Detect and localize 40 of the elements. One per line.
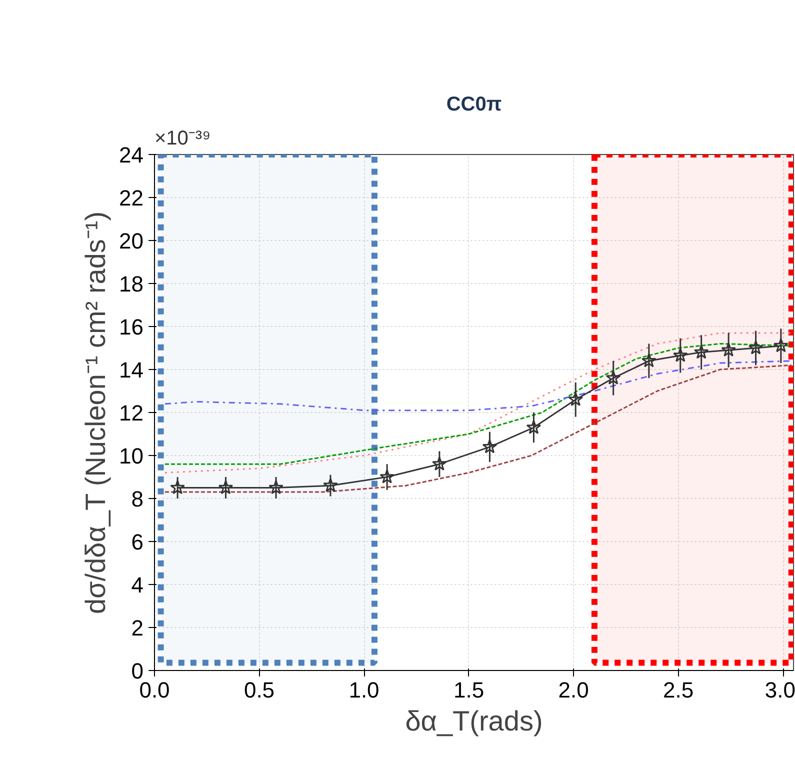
point <box>482 439 498 454</box>
text: ×10⁻³⁹ <box>154 128 211 150</box>
y-tick-label: 20 <box>119 228 144 254</box>
y-tick-label: 4 <box>131 572 144 598</box>
x-tick-label: 2.0 <box>558 678 589 702</box>
x-tick-label: 1.0 <box>348 678 380 702</box>
y-tick-label: 14 <box>119 358 144 382</box>
point <box>268 480 284 494</box>
x-tick-label: 0.5 <box>244 678 275 702</box>
point <box>721 342 736 357</box>
y-tick-label: 22 <box>119 186 144 210</box>
y-axis-title: dσ/dδα_T (Nucleon⁻¹ cm² rads⁻¹) <box>80 211 112 614</box>
x-tick-label: 2.5 <box>662 678 694 702</box>
y-tick-label: 10 <box>119 444 144 468</box>
point <box>694 344 709 359</box>
y-tick-label: 12 <box>119 400 144 426</box>
point <box>672 348 688 362</box>
y-tick-label: 2 <box>131 616 144 640</box>
y-tick-label: 8 <box>131 486 144 512</box>
point <box>606 370 621 385</box>
y-tick-label: 24 <box>119 142 144 168</box>
y-tick-label: 6 <box>131 530 144 554</box>
line-series <box>164 360 792 412</box>
x-tick-label: 1.5 <box>453 678 484 702</box>
point <box>380 469 394 484</box>
x-axis-title: δα_T(rads) <box>405 706 543 736</box>
y-tick-label: 16 <box>119 314 144 340</box>
point <box>432 456 447 471</box>
chart-title: CC0π <box>446 94 502 116</box>
point <box>774 338 788 352</box>
point <box>748 340 764 354</box>
point <box>218 480 234 494</box>
point <box>526 420 542 434</box>
point <box>568 392 584 406</box>
point <box>642 353 656 368</box>
line-series <box>164 364 792 493</box>
point <box>170 480 185 494</box>
point <box>323 478 338 492</box>
x-tick-label: 3.0 <box>764 678 795 702</box>
y-tick-label: 18 <box>119 272 144 296</box>
